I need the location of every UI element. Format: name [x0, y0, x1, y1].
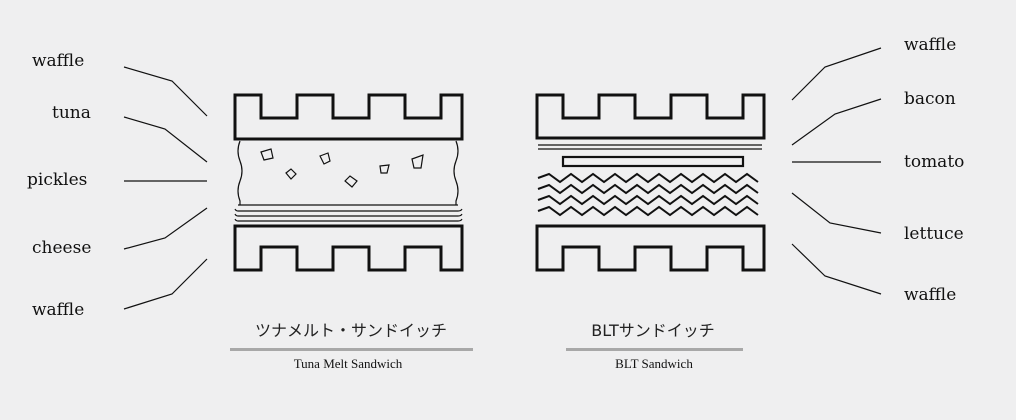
label-waffle-top: waffle	[32, 51, 84, 71]
leader-line	[123, 207, 208, 250]
cheese-layer	[234, 218, 463, 222]
blt-bottom-waffle	[535, 224, 766, 272]
tuna-filling-right-edge	[453, 140, 459, 205]
pickle-piece	[319, 152, 331, 165]
tuna-title-jp: ツナメルト・サンドイッチ	[255, 321, 447, 340]
tuna-title-en: Tuna Melt Sandwich	[294, 356, 403, 371]
lettuce-layer	[537, 183, 759, 195]
blt-leader-lines	[791, 47, 882, 295]
leader-line	[791, 98, 882, 146]
tuna-melt-sandwich	[233, 93, 464, 272]
label-pickles: pickles	[27, 170, 87, 190]
lettuce-layer	[537, 194, 759, 206]
lettuce-layers	[537, 172, 759, 217]
leader-line	[123, 66, 208, 117]
tuna-leader-lines	[123, 66, 208, 310]
label-waffle-bottom: waffle	[32, 300, 84, 320]
leader-line	[791, 243, 882, 295]
label-tomato: tomato	[904, 152, 964, 172]
blt-sandwich	[535, 93, 766, 272]
pickle-piece	[344, 175, 358, 188]
leader-line	[123, 116, 208, 163]
tuna-title-underline	[230, 348, 473, 351]
tuna-bottom-waffle	[233, 224, 464, 272]
tomato-slice	[561, 155, 745, 168]
label-tuna: tuna	[52, 103, 91, 123]
pickle-pieces	[260, 148, 424, 188]
tuna-top-waffle	[233, 93, 464, 141]
pickle-piece	[411, 154, 424, 169]
lettuce-layer	[537, 172, 759, 184]
label-lettuce: lettuce	[904, 224, 964, 244]
blt-top-waffle	[535, 93, 766, 140]
tuna-filling-left-edge	[237, 140, 243, 205]
label-bacon: bacon	[904, 89, 956, 109]
label-waffle-top-blt: waffle	[904, 35, 956, 55]
pickle-piece	[379, 164, 390, 174]
lettuce-layer	[537, 205, 759, 217]
blt-title-jp: BLTサンドイッチ	[591, 321, 714, 340]
bacon-strips	[538, 144, 762, 150]
cheese-layer	[234, 213, 463, 217]
pickle-piece	[260, 148, 274, 161]
leader-line	[123, 258, 208, 310]
cheese-layers	[234, 204, 463, 222]
blt-title-underline	[566, 348, 743, 351]
label-cheese: cheese	[32, 238, 91, 258]
blt-title-en: BLT Sandwich	[615, 356, 693, 371]
leader-line	[791, 47, 882, 101]
cheese-layer	[234, 208, 463, 212]
label-waffle-bottom-blt: waffle	[904, 285, 956, 305]
leader-line	[791, 192, 882, 234]
pickle-piece	[285, 168, 297, 180]
